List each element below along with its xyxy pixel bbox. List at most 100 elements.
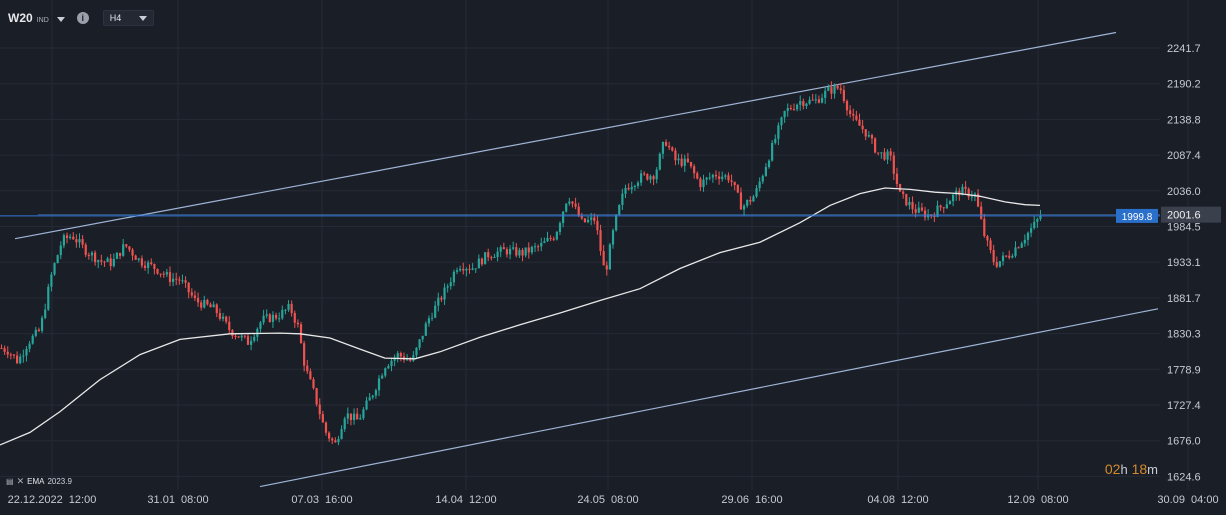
- candle-down: [6, 351, 9, 355]
- candle-down: [324, 422, 328, 433]
- price-tick-label: 2241.7: [1167, 43, 1201, 55]
- candle-up: [271, 314, 275, 322]
- candle-up: [377, 378, 381, 391]
- candle-up: [62, 235, 65, 246]
- candle-down: [849, 110, 852, 114]
- candle-up: [799, 101, 802, 105]
- candle-down: [727, 175, 730, 181]
- candle-up: [53, 263, 56, 275]
- countdown-minutes: 18: [1131, 461, 1148, 477]
- candle-down: [218, 313, 221, 319]
- candle-down: [37, 329, 41, 331]
- candle-up: [827, 87, 830, 91]
- candle-up: [387, 366, 390, 369]
- candle-down: [593, 217, 596, 221]
- candle-down: [109, 258, 112, 267]
- candle-down: [125, 244, 128, 247]
- candle-up: [449, 282, 452, 287]
- candle-down: [309, 371, 312, 380]
- candle-up: [796, 104, 799, 110]
- candle-down: [964, 186, 967, 189]
- candle-up: [122, 244, 125, 256]
- candle-down: [274, 314, 278, 319]
- candle-up: [115, 252, 119, 259]
- candle-up: [430, 317, 434, 319]
- info-icon[interactable]: i: [76, 12, 89, 24]
- candle-down: [920, 207, 923, 211]
- time-tick-label: 31.01 08:00: [147, 494, 208, 506]
- candle-up: [540, 242, 543, 247]
- candle-up: [112, 258, 115, 267]
- candle-up: [586, 219, 590, 223]
- candle-down: [664, 141, 668, 146]
- candle-up: [343, 418, 346, 430]
- candle-up: [240, 335, 243, 338]
- ema-line: [0, 187, 1041, 446]
- close-icon[interactable]: ✕: [16, 476, 25, 486]
- candle-down: [733, 181, 736, 186]
- price-tick-label: 1933.1: [1167, 257, 1201, 269]
- candle-down: [668, 145, 671, 148]
- symbol-selector[interactable]: W20 IND: [8, 11, 65, 25]
- candle-up: [368, 397, 371, 401]
- candle-down: [293, 313, 296, 323]
- candle-up: [608, 244, 611, 270]
- candle-down: [131, 249, 134, 256]
- candle-down: [1005, 255, 1008, 257]
- candle-up: [265, 314, 268, 316]
- candle-down: [605, 265, 608, 270]
- candle-up: [624, 187, 627, 194]
- candle-up: [56, 255, 59, 264]
- indicator-name: EMA: [27, 477, 45, 486]
- candle-down: [468, 268, 471, 270]
- candle-up: [381, 375, 384, 379]
- candle-down: [237, 336, 240, 338]
- candle-up: [446, 286, 449, 288]
- candle-up: [496, 251, 499, 258]
- candle-up: [474, 268, 477, 270]
- time-tick-label: 29.06 16:00: [721, 494, 782, 506]
- candle-up: [1020, 243, 1023, 248]
- candle-up: [1036, 218, 1039, 222]
- candle-up: [371, 395, 374, 398]
- time-tick-label: 04.08 12:00: [867, 494, 928, 506]
- candle-down: [643, 173, 646, 175]
- candle-up: [508, 248, 512, 255]
- current-price-tag: [1161, 206, 1221, 223]
- price-tick-label: 1984.5: [1167, 222, 1201, 234]
- candle-down: [159, 273, 162, 275]
- candle-down: [290, 303, 293, 314]
- candle-up: [824, 90, 827, 98]
- candle-down: [671, 147, 674, 151]
- candle-down: [870, 135, 874, 139]
- candle-down: [521, 249, 524, 256]
- price-tick-label: 1778.9: [1167, 364, 1201, 376]
- candle-up: [212, 304, 215, 308]
- candle-up: [406, 359, 409, 361]
- candle-down: [515, 247, 518, 256]
- candle-down: [861, 125, 864, 130]
- indicator-settings-icon[interactable]: ▤: [6, 477, 14, 486]
- candle-up: [724, 175, 727, 177]
- candle-up: [711, 174, 714, 178]
- candle-up: [499, 247, 502, 252]
- candle-down: [549, 237, 552, 239]
- candle-up: [618, 205, 621, 215]
- candle-up: [434, 305, 437, 318]
- time-tick-label: 24.05 08:00: [577, 494, 638, 506]
- candle-up: [455, 270, 459, 272]
- candle-up: [427, 318, 431, 324]
- timeframe-selector[interactable]: H4: [102, 10, 155, 26]
- candle-down: [1017, 247, 1020, 249]
- candle-up: [786, 107, 789, 112]
- time-tick-label: 14.04 12:00: [435, 494, 496, 506]
- candle-up: [998, 261, 1001, 267]
- candle-down: [802, 101, 805, 107]
- candle-up: [565, 203, 568, 212]
- candle-down: [440, 297, 443, 300]
- candle-up: [917, 207, 920, 213]
- candle-up: [34, 329, 37, 336]
- candle-up: [78, 239, 81, 243]
- candle-down: [318, 404, 321, 415]
